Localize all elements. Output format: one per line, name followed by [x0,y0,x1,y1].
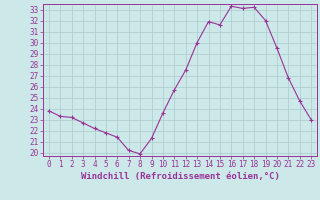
X-axis label: Windchill (Refroidissement éolien,°C): Windchill (Refroidissement éolien,°C) [81,172,279,181]
